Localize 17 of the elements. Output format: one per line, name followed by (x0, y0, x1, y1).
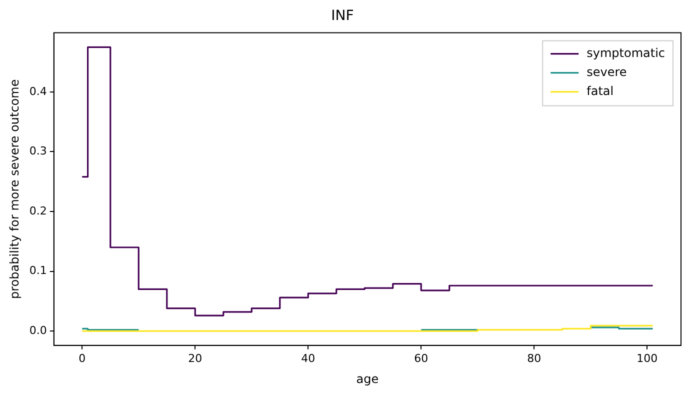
x-tick-label: 20 (188, 352, 202, 365)
y-tick-label: 0.4 (29, 84, 47, 98)
chart-title: INF (331, 8, 354, 24)
x-tick-label: 0 (78, 352, 86, 365)
legend-label: fatal (586, 84, 614, 98)
y-tick-label: 0.0 (29, 324, 47, 337)
x-tick-label: 60 (414, 352, 428, 365)
x-axis-title: age (356, 372, 379, 386)
legend-label: symptomatic (586, 46, 666, 60)
legend-label: severe (586, 64, 627, 79)
y-tick-label: 0.1 (29, 264, 47, 278)
y-axis-title: probability for more severe outcome (7, 79, 22, 299)
y-tick-label: 0.2 (29, 204, 47, 218)
x-tick-label: 40 (301, 352, 316, 365)
x-tick-label: 80 (527, 352, 542, 365)
y-tick-label: 0.3 (29, 144, 47, 158)
x-tick-label: 100 (636, 352, 658, 365)
